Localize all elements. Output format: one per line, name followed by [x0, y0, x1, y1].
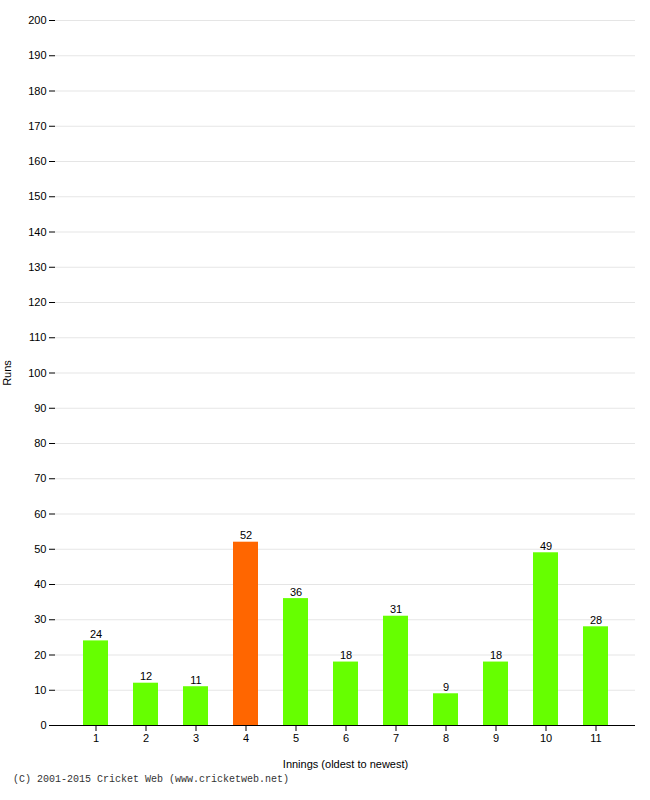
svg-text:10: 10 — [34, 684, 46, 696]
svg-text:70: 70 — [34, 472, 46, 484]
html-text:(C) 2001-2015 Cricket Web (www: (C) 2001-2015 Cricket Web (www.cricketwe… — [13, 774, 289, 785]
svg-text:6: 6 — [343, 732, 349, 744]
svg-text:200: 200 — [28, 14, 46, 26]
svg-text:36: 36 — [290, 586, 302, 598]
svg-text:9: 9 — [443, 681, 449, 693]
svg-text:Innings (oldest to newest): Innings (oldest to newest) — [283, 758, 408, 770]
svg-text:7: 7 — [393, 732, 399, 744]
svg-text:160: 160 — [28, 155, 46, 167]
svg-text:12: 12 — [140, 670, 152, 682]
svg-text:50: 50 — [34, 543, 46, 555]
svg-text:3: 3 — [193, 732, 199, 744]
svg-text:190: 190 — [28, 49, 46, 61]
svg-text:150: 150 — [28, 190, 46, 202]
svg-text:5: 5 — [293, 732, 299, 744]
svg-text:170: 170 — [28, 120, 46, 132]
svg-text:49: 49 — [540, 540, 552, 552]
svg-text:30: 30 — [34, 613, 46, 625]
svg-text:20: 20 — [34, 649, 46, 661]
svg-text:1: 1 — [93, 732, 99, 744]
svg-text:Runs: Runs — [1, 360, 13, 386]
svg-text:0: 0 — [40, 719, 46, 731]
svg-text:110: 110 — [29, 331, 47, 343]
svg-text:28: 28 — [590, 614, 602, 626]
svg-text:60: 60 — [34, 508, 46, 520]
svg-text:31: 31 — [390, 603, 402, 615]
svg-text:100: 100 — [28, 367, 46, 379]
svg-text:180: 180 — [28, 85, 46, 97]
svg-text:120: 120 — [28, 296, 46, 308]
svg-text:40: 40 — [34, 578, 46, 590]
svg-text:11: 11 — [190, 674, 201, 686]
svg-text:10: 10 — [540, 732, 552, 744]
svg-text:130: 130 — [28, 261, 46, 273]
svg-text:24: 24 — [90, 628, 102, 640]
svg-text:4: 4 — [243, 732, 249, 744]
svg-text:2: 2 — [143, 732, 149, 744]
svg-text:11: 11 — [590, 732, 601, 744]
svg-text:8: 8 — [443, 732, 449, 744]
svg-text:80: 80 — [34, 437, 46, 449]
svg-text:90: 90 — [34, 402, 46, 414]
svg-text:140: 140 — [28, 226, 46, 238]
svg-text:18: 18 — [490, 649, 502, 661]
svg-text:18: 18 — [340, 649, 352, 661]
svg-text:52: 52 — [240, 529, 252, 541]
svg-text:9: 9 — [493, 732, 499, 744]
